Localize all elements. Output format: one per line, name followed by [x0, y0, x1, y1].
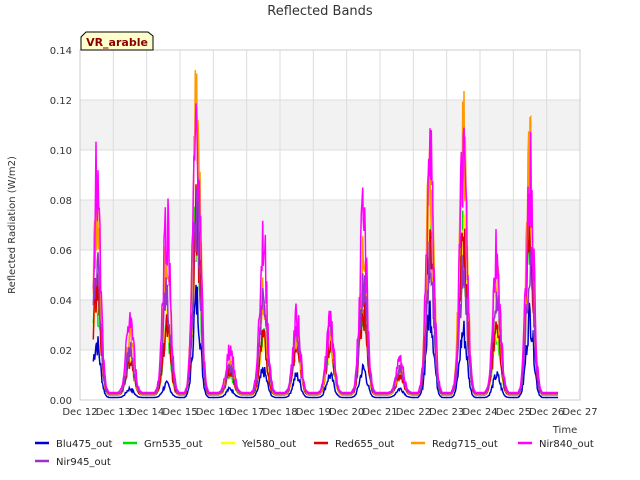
legend-item: Yel580_out: [221, 439, 296, 450]
legend-label: Redg715_out: [432, 439, 498, 450]
series-line-nir840_out: [92, 103, 558, 394]
band: [80, 200, 580, 250]
legend-label: Yel580_out: [241, 439, 296, 450]
x-tick-label: Dec 12: [62, 407, 97, 418]
x-tick-label: Dec 18: [262, 407, 297, 418]
series-group: [92, 70, 558, 399]
plot-frame: [79, 49, 581, 401]
y-axis-ticks: 0.00 0.02 0.04 0.06 0.08 0.10 0.12 0.14: [50, 46, 72, 407]
legend-label: Red655_out: [335, 439, 395, 450]
y-tick-label: 0.08: [50, 196, 72, 207]
x-tick-label: Dec 13: [96, 407, 131, 418]
y-tick-label: 0.02: [50, 346, 72, 357]
vr-arable-badge: VR_arable: [80, 31, 154, 51]
y-axis-title: Reflected Radiation (W/m2): [7, 156, 18, 294]
x-tick-label: Dec 16: [196, 407, 231, 418]
y-tick-label: 0.00: [50, 396, 72, 407]
x-tick-label: Dec 17: [229, 407, 264, 418]
y-tick-label: 0.04: [50, 296, 72, 307]
x-axis-title: Time: [552, 425, 577, 436]
x-tick-label: Dec 19: [296, 407, 331, 418]
y-tick-label: 0.14: [50, 46, 72, 57]
legend-item: Nir840_out: [518, 439, 594, 450]
band: [80, 100, 580, 150]
x-tick-label: Dec 20: [329, 407, 364, 418]
x-tick-label: Dec 14: [129, 407, 164, 418]
x-tick-label: Dec 21: [362, 407, 397, 418]
x-tick-label: Dec 25: [496, 407, 531, 418]
x-tick-label: Dec 15: [162, 407, 197, 418]
legend-item: Nir945_out: [35, 457, 111, 468]
legend-label: Nir945_out: [56, 457, 111, 468]
x-tick-label: Dec 26: [529, 407, 564, 418]
y-tick-label: 0.10: [50, 146, 72, 157]
legend-label: Grn535_out: [144, 439, 203, 450]
x-tick-label: Dec 27: [562, 407, 597, 418]
chart-title: Reflected Bands: [267, 4, 373, 19]
x-tick-label: Dec 22: [396, 407, 431, 418]
legend-item: Red655_out: [314, 439, 395, 450]
legend-label: Blu475_out: [56, 439, 113, 450]
badge-label: VR_arable: [86, 36, 148, 49]
series-line-blu475_out: [92, 284, 558, 399]
x-tick-label: Dec 24: [462, 407, 497, 418]
y-tick-label: 0.12: [50, 96, 72, 107]
legend-label: Nir840_out: [539, 439, 594, 450]
y-tick-label: 0.06: [50, 246, 72, 257]
legend-item: Redg715_out: [411, 439, 498, 450]
legend-item: Blu475_out: [35, 439, 113, 450]
legend-item: Grn535_out: [123, 439, 203, 450]
legend: Blu475_out Grn535_out Yel580_out Red655_out…: [35, 439, 594, 468]
series-line-nir945_out: [92, 177, 558, 395]
x-tick-label: Dec 23: [429, 407, 464, 418]
badge-box: [80, 31, 154, 51]
